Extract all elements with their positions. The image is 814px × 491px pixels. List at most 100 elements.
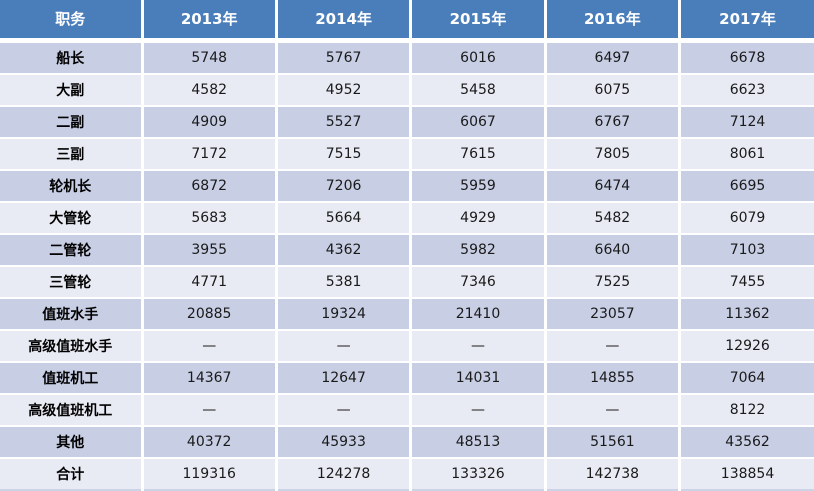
cell-value: —	[142, 329, 278, 363]
table-row: 合计 119316 124278 133326 142738 138854	[0, 456, 814, 490]
cell-value: —	[545, 393, 682, 426]
column-header-position: 职务	[0, 0, 144, 43]
cell-value: 7172	[142, 137, 278, 171]
table-row: 值班水手 20885 19324 21410 23057 11362	[0, 297, 814, 331]
column-header-year: 2016年	[545, 0, 682, 43]
cell-value: —	[142, 393, 278, 426]
cell-value: 119316	[142, 456, 278, 490]
cell-value: 12647	[276, 361, 413, 394]
cell-value: 133326	[410, 456, 547, 490]
cell-value: —	[276, 329, 413, 363]
cell-value: 20885	[142, 297, 278, 331]
cell-value: 3955	[142, 233, 278, 267]
cell-value: 5767	[276, 38, 413, 75]
cell-value: —	[410, 329, 547, 363]
cell-value: 4909	[142, 105, 278, 139]
table-body: 船长 5748 5767 6016 6497 6678 大副 4582 4952 5458 6075…	[0, 38, 814, 490]
cell-value: 4929	[410, 201, 547, 235]
table-row: 三管轮 4771 5381 7346 7525 7455	[0, 265, 814, 299]
cell-value: 5381	[276, 265, 413, 299]
cell-value: 5664	[276, 201, 413, 235]
cell-value: 4952	[276, 73, 413, 107]
cell-value: 8061	[679, 137, 814, 171]
cell-value: 6067	[410, 105, 547, 139]
row-label: 二管轮	[0, 233, 144, 267]
cell-value: —	[410, 393, 547, 426]
cell-value: 6079	[679, 201, 814, 235]
header-row: 职务 2013年 2014年 2015年 2016年 2017年	[0, 0, 814, 43]
cell-value: 138854	[679, 456, 814, 490]
table-row: 高级值班机工 — — — —8122	[0, 393, 814, 426]
table-header: 职务 2013年 2014年 2015年 2016年 2017年	[0, 0, 814, 43]
cell-value: 14367	[142, 361, 278, 394]
cell-value: 7346	[410, 265, 547, 299]
cell-value: 7515	[276, 137, 413, 171]
cell-value: 5683	[142, 201, 278, 235]
cell-value: 45933	[276, 424, 413, 458]
cell-value: 4771	[142, 265, 278, 299]
cell-value: 11362	[679, 297, 814, 331]
cell-value: 48513	[410, 424, 547, 458]
cell-value: —	[276, 393, 413, 426]
cell-value: 5982	[410, 233, 547, 267]
table-row: 大管轮 5683 5664 4929 5482 6079	[0, 201, 814, 235]
cell-value: 6474	[545, 169, 682, 203]
cell-value: 5959	[410, 169, 547, 203]
table-row: 值班机工 14367 12647 14031 14855 7064	[0, 361, 814, 394]
cell-value: 7206	[276, 169, 413, 203]
cell-value: 7525	[545, 265, 682, 299]
row-label: 合计	[0, 456, 144, 490]
cell-value: 14855	[545, 361, 682, 394]
cell-value: 14031	[410, 361, 547, 394]
table-row: 高级值班水手 — — — —12926	[0, 329, 814, 363]
cell-value: 6767	[545, 105, 682, 139]
cell-value: 6497	[545, 38, 682, 75]
table-row: 二副 4909 5527 6067 6767 7124	[0, 105, 814, 139]
row-label: 高级值班水手	[0, 329, 144, 363]
cell-value: 5527	[276, 105, 413, 139]
cell-value: 12926	[679, 329, 814, 363]
cell-value: 51561	[545, 424, 682, 458]
column-header-year: 2015年	[410, 0, 547, 43]
row-label: 三副	[0, 137, 144, 171]
cell-value: 6695	[679, 169, 814, 203]
row-label: 大副	[0, 73, 144, 107]
cell-value: 8122	[679, 393, 814, 426]
row-label: 其他	[0, 424, 144, 458]
cell-value: 40372	[142, 424, 278, 458]
cell-value: 7124	[679, 105, 814, 139]
cell-value: 6678	[679, 38, 814, 75]
cell-value: 6872	[142, 169, 278, 203]
cell-value: 6075	[545, 73, 682, 107]
cell-value: —	[545, 329, 682, 363]
table-row: 大副 4582 4952 5458 6075 6623	[0, 73, 814, 107]
row-label: 轮机长	[0, 169, 144, 203]
cell-value: 142738	[545, 456, 682, 490]
row-label: 大管轮	[0, 201, 144, 235]
cell-value: 4362	[276, 233, 413, 267]
cell-value: 6016	[410, 38, 547, 75]
cell-value: 21410	[410, 297, 547, 331]
cell-value: 7064	[679, 361, 814, 394]
cell-value: 7615	[410, 137, 547, 171]
row-label: 三管轮	[0, 265, 144, 299]
cell-value: 7455	[679, 265, 814, 299]
table-row: 二管轮 3955 4362 5982 6640 7103	[0, 233, 814, 267]
cell-value: 5482	[545, 201, 682, 235]
table-row: 轮机长 6872 7206 5959 6474 6695	[0, 169, 814, 203]
cell-value: 19324	[276, 297, 413, 331]
cell-value: 5458	[410, 73, 547, 107]
row-label: 值班机工	[0, 361, 144, 394]
table-row: 三副 7172 7515 7615 7805 8061	[0, 137, 814, 171]
row-label: 二副	[0, 105, 144, 139]
column-header-year: 2014年	[276, 0, 413, 43]
cell-value: 6623	[679, 73, 814, 107]
cell-value: 5748	[142, 38, 278, 75]
cell-value: 124278	[276, 456, 413, 490]
column-header-year: 2013年	[142, 0, 278, 43]
cell-value: 7805	[545, 137, 682, 171]
cell-value: 43562	[679, 424, 814, 458]
row-label: 高级值班机工	[0, 393, 144, 426]
